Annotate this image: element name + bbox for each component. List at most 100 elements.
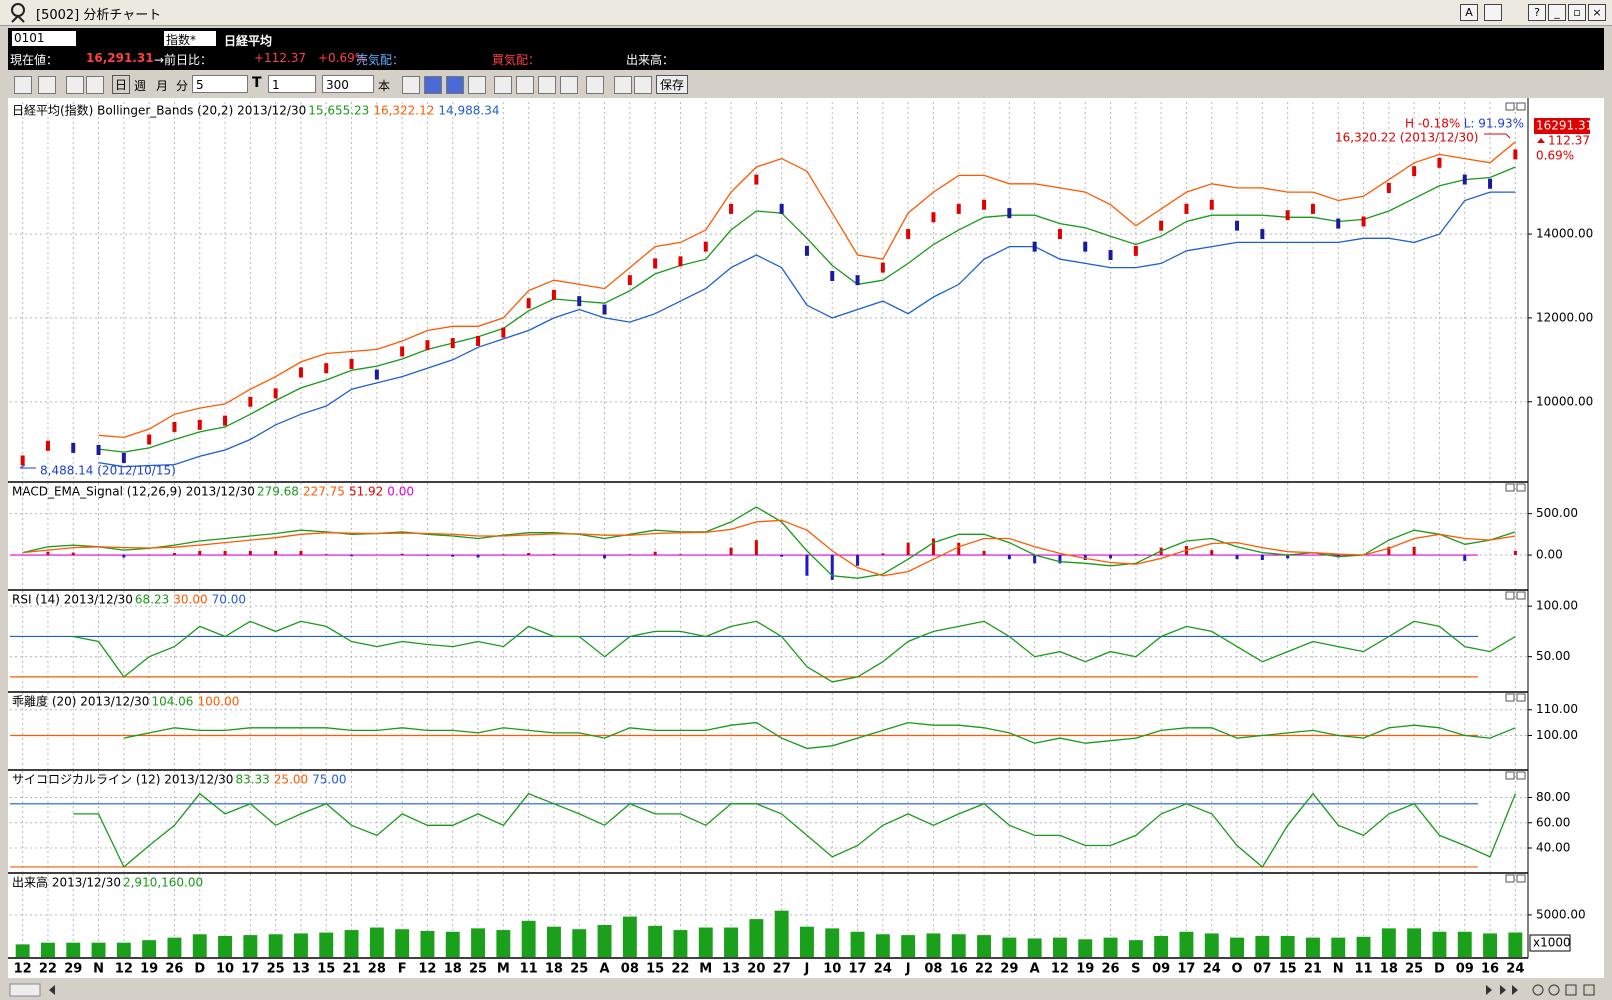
- bar: [850, 931, 865, 957]
- close-button[interactable]: ×: [1588, 4, 1606, 21]
- candle: [147, 434, 152, 445]
- candle: [223, 415, 228, 426]
- bar: [420, 930, 435, 957]
- bar: [218, 935, 233, 957]
- bar: [1508, 932, 1523, 957]
- candle: [45, 440, 50, 451]
- x-tick-label: N: [93, 962, 104, 977]
- candle: [1159, 220, 1164, 231]
- level-label: 25.00: [274, 773, 308, 787]
- scrollbar[interactable]: [8, 982, 1604, 998]
- candle: [1032, 241, 1037, 252]
- bar: [977, 935, 992, 957]
- bar: [552, 553, 556, 556]
- candle: [729, 203, 734, 214]
- app-icon: [11, 3, 25, 23]
- candle: [172, 421, 177, 432]
- candle: [1108, 250, 1113, 261]
- candle: [627, 275, 632, 286]
- title-bar: [5002] 分析チャート A ? _ ▫ ×: [0, 0, 1612, 26]
- tool-icon[interactable]: [86, 76, 104, 94]
- scroll-left[interactable]: [49, 985, 55, 995]
- candle: [1133, 245, 1138, 256]
- candle: [678, 256, 683, 267]
- x-tick-label: S: [1131, 962, 1140, 977]
- scroll-buttons[interactable]: [1486, 985, 1518, 995]
- bar: [1083, 555, 1087, 561]
- tool-icon[interactable]: [560, 76, 578, 94]
- candle: [248, 396, 253, 407]
- button[interactable]: A: [1460, 4, 1478, 21]
- tool-icon[interactable]: [494, 76, 512, 94]
- tool-icon[interactable]: [614, 76, 632, 94]
- bar: [799, 926, 814, 957]
- bar: [243, 935, 258, 957]
- restore-button[interactable]: ▫: [1568, 4, 1586, 21]
- y-tick-label: 10000.00: [1536, 394, 1593, 408]
- candle: [374, 369, 379, 380]
- help-button[interactable]: ?: [1528, 4, 1546, 21]
- candle: [1513, 149, 1518, 160]
- x-tick-label: 22: [671, 962, 689, 977]
- tool-icon[interactable]: [402, 76, 420, 94]
- x-tick-label: 21: [343, 962, 361, 977]
- tool-icon[interactable]: [586, 76, 604, 94]
- tool-icon[interactable]: [14, 76, 32, 94]
- tool-icon[interactable]: [424, 76, 442, 94]
- week-button[interactable]: 週: [134, 79, 147, 93]
- panel-title: RSI (14) 2013/12/30: [12, 593, 133, 607]
- tool-icon[interactable]: [66, 76, 84, 94]
- label: 出来高：: [626, 53, 675, 67]
- y-tick-label: 110.00: [1536, 702, 1578, 716]
- panel-buttons: [1505, 483, 1526, 492]
- x-tick-label: 19: [1076, 962, 1094, 977]
- tool-icon[interactable]: [38, 76, 56, 94]
- x-tick-label: 20: [747, 962, 765, 977]
- minute-select[interactable]: 5: [192, 75, 248, 93]
- x-tick-label: 09: [1152, 962, 1170, 977]
- count-select[interactable]: 300: [322, 75, 374, 93]
- candle: [425, 340, 430, 351]
- minute-button[interactable]: 分: [176, 79, 189, 93]
- series-line: [98, 166, 1516, 453]
- scroll-thumb[interactable]: [9, 983, 41, 997]
- tool-icon[interactable]: [516, 76, 534, 94]
- candle: [1057, 229, 1062, 240]
- tool-icon[interactable]: [468, 76, 486, 94]
- month-button[interactable]: 月: [156, 79, 169, 93]
- zoom-buttons[interactable]: [1532, 984, 1595, 996]
- index-select[interactable]: 指数*: [164, 31, 216, 47]
- x-tick-label: 15: [646, 962, 664, 977]
- bar: [805, 555, 809, 576]
- chart-background: [8, 98, 1604, 978]
- tool-icon[interactable]: [634, 76, 652, 94]
- bar: [501, 554, 505, 556]
- x-tick-label: 22: [39, 962, 57, 977]
- x-tick-label: 29: [1000, 962, 1018, 977]
- code-input[interactable]: 0101: [12, 31, 76, 46]
- header-value: 51.92: [349, 485, 383, 499]
- x-tick-label: 28: [368, 962, 386, 977]
- save-button[interactable]: 保存: [656, 75, 689, 94]
- button[interactable]: [1484, 4, 1502, 21]
- candle: [931, 212, 936, 223]
- bar: [1052, 937, 1067, 957]
- bar: [1432, 931, 1447, 957]
- series-line: [98, 191, 1516, 468]
- bar: [445, 931, 460, 957]
- x-tick-label: 19: [140, 962, 158, 977]
- bar: [66, 942, 81, 957]
- bar: [546, 926, 561, 957]
- t-icon[interactable]: T: [252, 75, 262, 91]
- x-tick-label: O: [1232, 962, 1243, 977]
- bar: [830, 555, 834, 580]
- panel-buttons: [1505, 591, 1526, 600]
- y-tick-label: 500.00: [1536, 506, 1578, 520]
- day-button[interactable]: 日: [112, 75, 131, 94]
- minimize-button[interactable]: _: [1548, 4, 1566, 21]
- bar: [425, 555, 429, 556]
- tool-icon[interactable]: [538, 76, 556, 94]
- bar: [653, 551, 657, 556]
- t-select[interactable]: 1: [268, 75, 316, 93]
- tool-icon[interactable]: [446, 76, 464, 94]
